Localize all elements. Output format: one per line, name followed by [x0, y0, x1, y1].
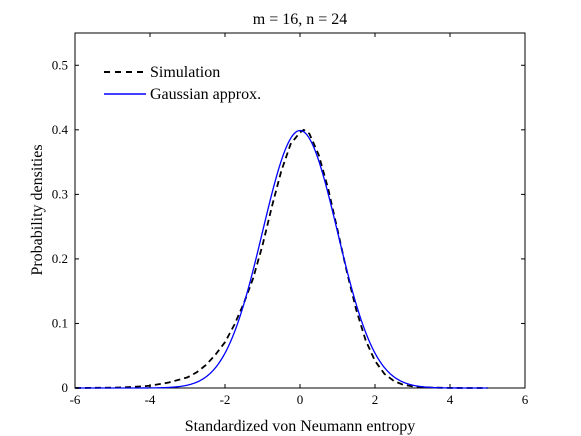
- y-tick-label-0.4: 0.4: [52, 122, 69, 137]
- plot-area: -6 -4 -2 0 2 4 6 0 0.1 0.2 0.3 0.4 0.5: [52, 32, 529, 407]
- y-tick-label-0.1: 0.1: [52, 315, 68, 330]
- x-tick-label-2: 2: [372, 392, 379, 407]
- legend-simulation-label: Simulation: [150, 64, 220, 81]
- legend-gaussian-label: Gaussian approx.: [150, 86, 261, 103]
- x-tick-label-4: 4: [447, 392, 454, 407]
- y-tick-label-0: 0: [62, 380, 69, 395]
- x-tick-label--6: -6: [70, 392, 81, 407]
- y-axis-label: Probability densities: [29, 144, 46, 275]
- x-axis-label: Standardized von Neumann entropy: [185, 418, 416, 435]
- x-tick-label--4: -4: [145, 392, 156, 407]
- ticks-layer: -6 -4 -2 0 2 4 6 0 0.1 0.2 0.3 0.4 0.5: [52, 33, 529, 407]
- y-tick-label-0.2: 0.2: [52, 251, 68, 266]
- chart-title: m = 16, n = 24: [253, 11, 348, 28]
- series-layer: [74, 128, 488, 389]
- x-tick-label-6: 6: [522, 392, 529, 407]
- x-tick-label-0: 0: [297, 392, 304, 407]
- series-gaussian-approx-line: [75, 129, 488, 389]
- x-tick-label--2: -2: [220, 392, 231, 407]
- series-simulation-line: [74, 128, 488, 389]
- legend: Simulation Gaussian approx.: [104, 64, 261, 103]
- y-tick-label-0.5: 0.5: [52, 57, 68, 72]
- y-tick-label-0.3: 0.3: [52, 186, 68, 201]
